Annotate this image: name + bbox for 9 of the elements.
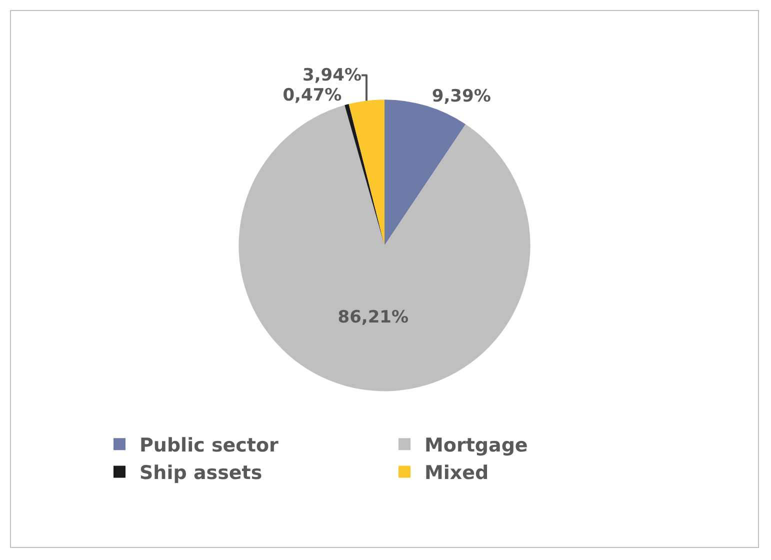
data-label: 0,47% xyxy=(282,85,342,106)
data-label: 3,94% xyxy=(302,65,362,86)
data-label: 9,39% xyxy=(432,86,491,107)
legend-label: Mixed xyxy=(424,462,489,484)
data-label: 86,21% xyxy=(338,307,409,328)
legend-label: Mortgage xyxy=(424,434,528,456)
legend-label: Ship assets xyxy=(140,462,262,484)
legend-label: Public sector xyxy=(140,434,280,456)
pie-slice xyxy=(238,105,530,392)
